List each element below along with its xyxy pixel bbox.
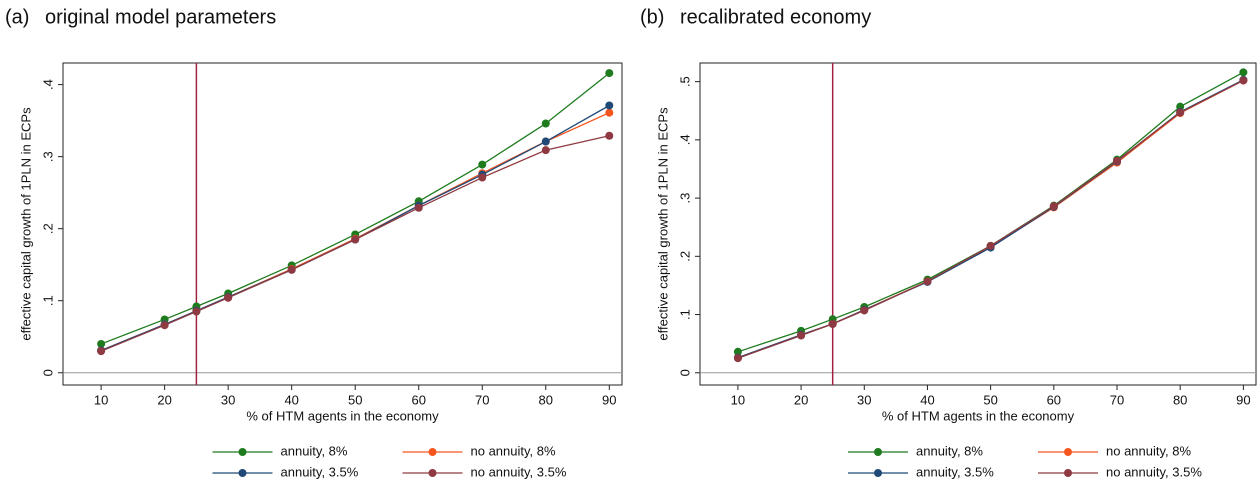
data-point — [733, 347, 742, 356]
legend-marker — [428, 448, 437, 456]
data-point — [541, 146, 550, 155]
x-tick-label: 60 — [1047, 392, 1061, 407]
panel-label: (a) — [5, 6, 29, 28]
x-tick-label: 90 — [602, 392, 616, 407]
x-tick-label: 50 — [983, 392, 997, 407]
data-point — [1239, 68, 1248, 77]
x-tick-label: 70 — [475, 392, 489, 407]
legend-label: annuity, 3.5% — [916, 464, 994, 479]
data-point — [605, 101, 614, 110]
x-tick-label: 50 — [348, 392, 362, 407]
y-tick-label: .5 — [677, 76, 692, 87]
series-line — [737, 79, 1244, 359]
data-point — [287, 265, 296, 274]
data-point — [224, 293, 233, 302]
data-point — [1176, 108, 1185, 117]
y-tick-label: .3 — [677, 193, 692, 204]
x-axis-label: % of HTM agents in the economy — [882, 408, 1075, 423]
legend-label: no annuity, 3.5% — [471, 464, 567, 479]
chart-title: original model parameters — [45, 6, 276, 28]
data-point — [797, 331, 806, 340]
legend-label: no annuity, 3.5% — [1106, 464, 1202, 479]
data-point — [414, 203, 423, 212]
data-point — [541, 137, 550, 146]
plot-frame — [62, 62, 623, 386]
data-point — [351, 235, 360, 244]
x-tick-label: 40 — [920, 392, 934, 407]
x-tick-label: 40 — [284, 392, 298, 407]
data-point — [923, 277, 932, 286]
data-point — [986, 241, 995, 250]
legend-label: no annuity, 8% — [1106, 443, 1191, 458]
data-point — [605, 131, 614, 140]
x-tick-label: 30 — [221, 392, 235, 407]
data-point — [97, 339, 106, 348]
plot-frame — [699, 62, 1257, 386]
y-axis-label: effective capital growth of 1PLN in ECPs — [18, 107, 33, 341]
data-point — [860, 306, 869, 315]
data-point — [828, 319, 837, 328]
data-point — [97, 347, 106, 356]
data-point — [478, 160, 487, 169]
x-tick-label: 10 — [731, 392, 745, 407]
x-tick-label: 20 — [157, 392, 171, 407]
legend-marker — [428, 469, 437, 477]
y-tick-label: .4 — [677, 134, 692, 145]
data-point — [478, 173, 487, 182]
y-tick-label: .1 — [40, 295, 55, 306]
x-tick-label: 20 — [794, 392, 808, 407]
y-tick-label: 0 — [677, 369, 692, 376]
x-tick-label: 30 — [857, 392, 871, 407]
data-point — [541, 119, 550, 128]
legend-marker — [874, 469, 882, 477]
y-tick-label: .3 — [40, 151, 55, 162]
data-point — [192, 307, 201, 316]
legend-label: no annuity, 8% — [471, 443, 556, 458]
y-tick-label: .2 — [40, 223, 55, 234]
x-tick-label: 90 — [1236, 392, 1250, 407]
panel-label: (b) — [640, 6, 664, 28]
x-tick-label: 10 — [94, 392, 108, 407]
legend-marker — [238, 448, 247, 456]
y-tick-label: .1 — [677, 309, 692, 320]
legend-marker — [874, 448, 882, 456]
legend-marker — [1064, 448, 1072, 456]
x-tick-label: 80 — [539, 392, 553, 407]
data-point — [160, 321, 169, 330]
chart-title: recalibrated economy — [680, 6, 871, 28]
data-point — [1239, 76, 1248, 85]
data-point — [733, 354, 742, 363]
y-tick-label: .2 — [677, 251, 692, 262]
x-axis-label: % of HTM agents in the economy — [246, 408, 439, 423]
data-point — [1113, 156, 1121, 165]
legend-marker — [238, 469, 247, 477]
legend-label: annuity, 3.5% — [281, 464, 359, 479]
y-tick-label: .4 — [40, 79, 55, 90]
x-tick-label: 80 — [1173, 392, 1187, 407]
legend-marker — [1064, 469, 1072, 477]
series-line — [737, 71, 1244, 353]
x-tick-label: 70 — [1110, 392, 1124, 407]
series-line — [100, 72, 610, 345]
series-line — [100, 135, 610, 352]
legend-label: annuity, 8% — [916, 443, 983, 458]
data-point — [1049, 202, 1058, 211]
legend-label: annuity, 8% — [281, 443, 348, 458]
y-tick-label: 0 — [40, 369, 55, 376]
x-tick-label: 60 — [411, 392, 425, 407]
data-point — [605, 69, 614, 78]
data-point — [605, 108, 614, 117]
y-axis-label: effective capital growth of 1PLN in ECPs — [655, 107, 670, 341]
